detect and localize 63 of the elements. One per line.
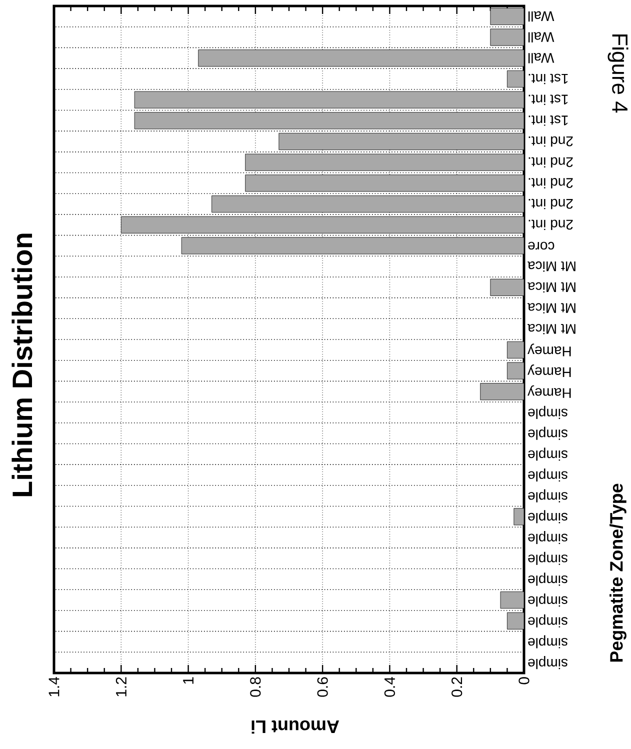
bar [514,508,524,526]
y-tick-label: simple [528,510,568,524]
bar [181,237,524,254]
bar [245,154,524,171]
x-tick-label: 1.2 [116,677,126,696]
x-tick-label: 0.4 [384,676,396,697]
bar [507,70,524,88]
y-tick-label: simple [528,468,568,482]
y-tick-label: Wall [528,32,554,42]
bar [134,112,524,130]
y-tick-label: simple [528,572,568,586]
y-tick-label: simple [528,635,568,648]
x-tick-label: 0.8 [250,677,261,697]
y-tick-label: simple [528,406,568,419]
bar [120,216,524,234]
x-axis-title: Amount Li [252,720,340,734]
y-tick-label: Wall [528,52,554,64]
y-tick-label: core [528,242,554,250]
x-tick-label: 0.6 [317,677,328,697]
y-tick-label: Hamey [528,344,571,356]
bar [245,174,524,192]
y-tick-label: 1st int. [528,94,568,105]
bar [134,91,524,108]
y-tick-label: simple [528,552,568,565]
y-tick-label: Mt Mica [528,303,576,314]
x-tick-label: 0.2 [452,677,462,697]
y-tick-label: simple [528,530,568,544]
bar [490,278,524,296]
bar [507,362,524,380]
x-tick-label: 0 [518,677,530,684]
y-tick-label: Mt Mica [528,324,576,334]
y-tick-label: 1st int. [528,74,568,84]
y-tick-label: simple [528,594,568,607]
bar [507,612,524,630]
y-tick-label: Mt Mica [528,282,576,293]
bar [490,28,524,46]
bar [490,8,524,25]
y-tick-label: simple [528,614,568,628]
y-tick-label: 2nd int. [528,198,573,210]
y-tick-label: 1st int. [528,116,568,126]
y-tick-label: Wall [528,11,554,22]
y-tick-label: simple [528,656,568,670]
y-tick-label: simple [528,426,568,440]
bar [507,341,524,358]
y-tick-label: 2nd int. [528,157,573,168]
bar [278,132,524,150]
x-tick-label: 1 [183,677,194,684]
y-tick-label: 2nd int. [528,220,573,230]
bar [500,592,524,609]
x-tick-label: 1.4 [48,676,60,696]
text: Lithium Distribution [12,234,32,496]
y-tick-label: Hamey [528,385,571,398]
y-tick-label: simple [528,448,568,461]
y-tick-label: simple [528,489,568,502]
caption: Figure 4 [608,34,628,113]
y-axis-title: Pegmatite Zone/Type [610,484,626,662]
y-tick-label: Mt Mica [528,261,576,272]
y-tick-label: 2nd int. [528,178,573,188]
bar [212,195,524,213]
y-tick-label: 2nd int. [528,136,573,147]
bar [480,383,524,400]
y-tick-label: Hamey [528,364,571,378]
bar [198,50,524,67]
